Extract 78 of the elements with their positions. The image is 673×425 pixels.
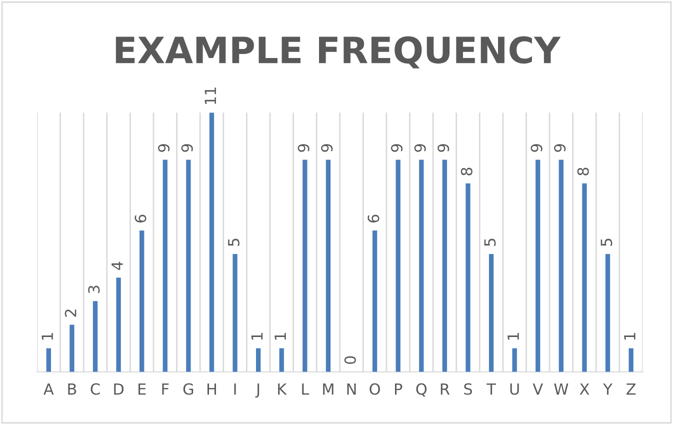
bar — [605, 254, 610, 372]
data-label: 9 — [158, 144, 170, 152]
bar — [209, 112, 214, 372]
x-tick-label: W — [554, 383, 568, 395]
x-tick-label: R — [440, 383, 450, 395]
data-label: 1 — [42, 333, 53, 340]
bar — [466, 183, 470, 372]
bar — [46, 348, 51, 372]
data-label: 8 — [577, 168, 589, 176]
x-tick-label: T — [486, 383, 496, 395]
bar — [279, 348, 284, 372]
data-label: 5 — [228, 238, 240, 246]
data-label: 5 — [600, 238, 612, 246]
bar — [512, 348, 517, 372]
data-label: 11 — [204, 88, 216, 104]
x-tick-label: N — [347, 383, 356, 395]
data-label: 2 — [64, 310, 76, 317]
bar — [302, 160, 308, 372]
x-tick-label: Q — [416, 383, 427, 397]
bar — [232, 254, 238, 372]
data-label: 8 — [460, 168, 472, 176]
data-label: 9 — [298, 144, 310, 152]
x-tick-label: G — [183, 383, 194, 395]
data-label: 1 — [508, 333, 519, 340]
bar — [442, 160, 448, 372]
bar — [162, 160, 168, 372]
data-label: 0 — [344, 356, 356, 364]
data-label: 1 — [251, 333, 263, 340]
x-tick-label: B — [68, 383, 76, 395]
x-tick-label: E — [138, 383, 146, 395]
data-label: 9 — [530, 144, 542, 152]
bar — [256, 348, 261, 372]
x-tick-label: P — [395, 383, 402, 395]
bar — [628, 348, 634, 372]
x-tick-label: V — [532, 383, 543, 395]
bar — [116, 278, 121, 372]
x-tick-label: Y — [603, 383, 612, 395]
data-label: 5 — [484, 238, 496, 246]
x-tick-label: A — [44, 383, 54, 395]
x-tick-label: Z — [626, 383, 636, 395]
data-label: 9 — [438, 144, 450, 152]
x-tick-label: L — [302, 383, 310, 395]
x-tick-label: S — [464, 383, 472, 395]
x-tick-label: U — [510, 383, 519, 395]
x-tick-label: D — [114, 383, 124, 395]
x-tick-label: F — [162, 383, 169, 395]
x-tick-label: O — [370, 383, 380, 395]
data-label: 1 — [624, 333, 636, 340]
bar — [396, 160, 400, 372]
bar — [582, 183, 587, 372]
x-tick-label: C — [90, 383, 100, 395]
bar — [488, 254, 494, 372]
bar — [326, 160, 331, 372]
bar — [536, 160, 540, 372]
data-label: 6 — [134, 214, 146, 222]
bar — [140, 230, 144, 372]
data-label: 9 — [554, 144, 566, 152]
x-tick-label: I — [234, 383, 236, 395]
data-label: 6 — [368, 214, 380, 222]
x-tick-label: H — [207, 383, 216, 395]
bar — [419, 160, 424, 372]
data-label: 9 — [181, 144, 193, 152]
data-label: 1 — [274, 333, 286, 340]
chart-title: EXAMPLE FREQUENCY — [116, 36, 561, 68]
bar — [372, 230, 378, 372]
data-label: 4 — [112, 262, 123, 270]
bar — [70, 324, 74, 372]
bar — [92, 301, 98, 372]
data-label: 9 — [414, 144, 426, 152]
x-tick-label: K — [278, 383, 287, 395]
x-tick-label: X — [580, 383, 590, 395]
data-label: 9 — [390, 144, 403, 152]
bar — [186, 160, 191, 372]
data-label: 3 — [88, 286, 100, 294]
data-label: 9 — [321, 144, 333, 152]
x-tick-label: M — [323, 383, 334, 395]
x-tick-label: J — [255, 383, 260, 398]
bar — [558, 160, 564, 372]
